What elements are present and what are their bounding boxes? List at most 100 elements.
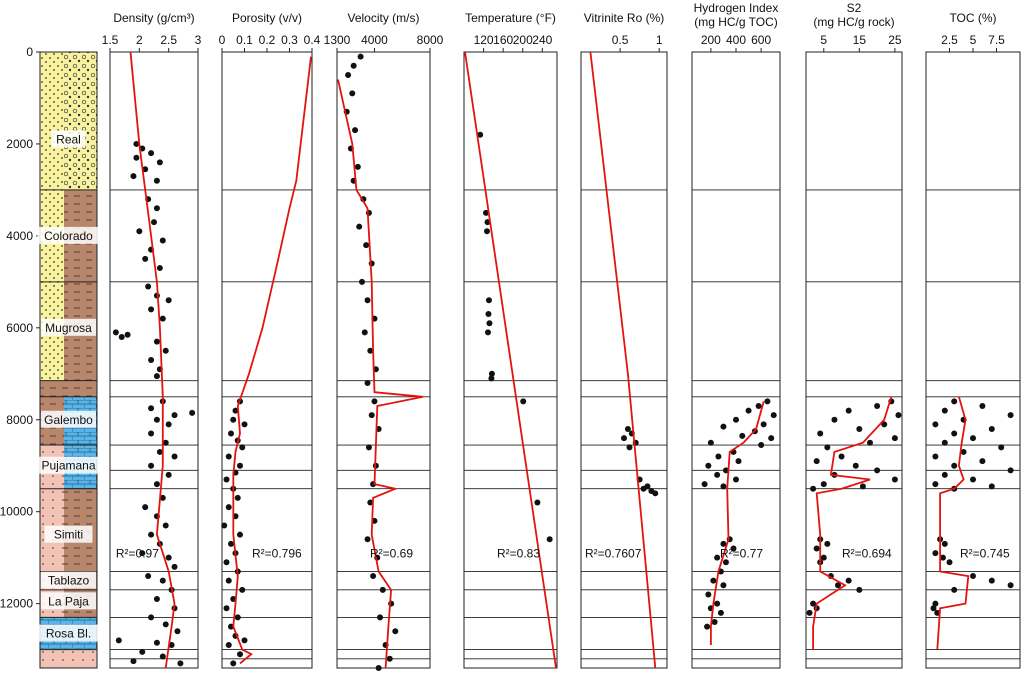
data-point xyxy=(874,467,881,474)
data-point xyxy=(970,435,976,442)
formation-label: Galembo xyxy=(44,413,93,427)
trend-line xyxy=(589,51,657,669)
data-point xyxy=(970,573,976,580)
data-point xyxy=(165,554,172,561)
formation-label-bg xyxy=(51,130,86,148)
panel-frame xyxy=(805,51,903,669)
data-point xyxy=(356,223,363,230)
trend-line xyxy=(936,396,970,650)
data-point xyxy=(845,577,852,584)
data-point xyxy=(148,405,155,412)
data-point xyxy=(715,453,722,460)
data-point xyxy=(488,370,495,377)
data-point xyxy=(813,458,820,465)
panel-frame xyxy=(580,51,668,669)
data-point xyxy=(153,481,160,488)
x-tick-label: 200 xyxy=(701,33,721,47)
data-point xyxy=(159,653,166,660)
data-point xyxy=(845,407,852,414)
data-point xyxy=(988,483,995,490)
data-point xyxy=(153,639,160,646)
data-point xyxy=(237,462,243,469)
data-point xyxy=(365,444,372,451)
panel-frame xyxy=(336,51,431,669)
data-point xyxy=(162,347,169,354)
data-point xyxy=(363,242,370,249)
data-point xyxy=(379,586,386,593)
data-point xyxy=(225,642,232,649)
data-point xyxy=(364,536,371,543)
data-point xyxy=(156,448,163,455)
formation-label: Rosa Bl. xyxy=(46,627,91,641)
data-point xyxy=(979,458,986,465)
panel-frame xyxy=(221,51,313,669)
data-point xyxy=(133,154,140,161)
data-point xyxy=(946,559,953,566)
trend-line xyxy=(232,56,312,665)
data-point xyxy=(225,504,232,511)
formation-label-bg xyxy=(41,571,96,589)
formation-label: Pujamana xyxy=(41,459,95,473)
data-point xyxy=(377,614,384,621)
data-point xyxy=(810,485,817,492)
data-point xyxy=(159,577,166,584)
formation-label: Colorado xyxy=(44,229,93,243)
depth-tick-label: 12000 xyxy=(0,597,33,611)
depth-tick-label: 8000 xyxy=(6,413,33,427)
data-point xyxy=(714,600,721,607)
data-point xyxy=(350,62,357,69)
x-tick-label: 2 xyxy=(136,33,143,47)
data-point xyxy=(223,559,230,566)
data-point xyxy=(534,499,541,506)
x-tick-label: 5 xyxy=(820,33,827,47)
panel-title: TOC (%) xyxy=(949,11,996,25)
r2-label: R²=0.694 xyxy=(842,547,892,561)
trend-line xyxy=(710,401,765,645)
trend-line xyxy=(464,51,557,669)
data-point xyxy=(707,439,714,446)
x-tick-label: 600 xyxy=(751,33,771,47)
data-point xyxy=(820,481,827,488)
x-tick-label: 0.5 xyxy=(612,33,629,47)
data-point xyxy=(652,490,659,497)
depth-tick-label: 0 xyxy=(26,45,33,59)
data-point xyxy=(237,651,243,658)
data-point xyxy=(488,375,495,382)
data-point xyxy=(357,53,364,60)
data-point xyxy=(148,531,155,538)
data-point xyxy=(370,573,377,580)
depth-tick-label: 2000 xyxy=(6,137,33,151)
data-point xyxy=(1007,412,1014,419)
data-point xyxy=(223,476,230,483)
data-point xyxy=(237,531,243,538)
data-point xyxy=(241,637,248,644)
data-point xyxy=(112,329,119,336)
data-point xyxy=(225,453,232,460)
panel-title: Velocity (m/s) xyxy=(347,11,419,25)
lithology-unit-right xyxy=(64,649,97,668)
data-point xyxy=(485,297,492,304)
formation-label: Simiti xyxy=(54,528,83,542)
data-point xyxy=(148,150,155,157)
depth-tick-label: 10000 xyxy=(0,505,33,519)
data-point xyxy=(221,522,228,529)
data-point xyxy=(730,545,737,552)
data-point xyxy=(153,338,160,345)
data-point xyxy=(232,407,239,414)
data-point xyxy=(764,398,771,405)
data-point xyxy=(941,407,948,414)
data-point xyxy=(714,554,721,561)
panel-0: Density (g/cm³) 1.5 2 2.5 3 R²=0.97 xyxy=(102,11,202,669)
data-point xyxy=(159,494,166,501)
data-point xyxy=(704,623,711,630)
data-point xyxy=(932,421,939,428)
data-point xyxy=(745,407,752,414)
panel-7: TOC (%) 2.5 5 7.5 R²=0.745 xyxy=(925,11,1021,669)
data-point xyxy=(162,439,169,446)
data-point xyxy=(640,485,647,492)
panel-title: Porosity (v/v) xyxy=(232,11,302,25)
data-point xyxy=(151,219,157,226)
formation-label: La Paja xyxy=(48,594,89,608)
data-point xyxy=(626,444,633,451)
